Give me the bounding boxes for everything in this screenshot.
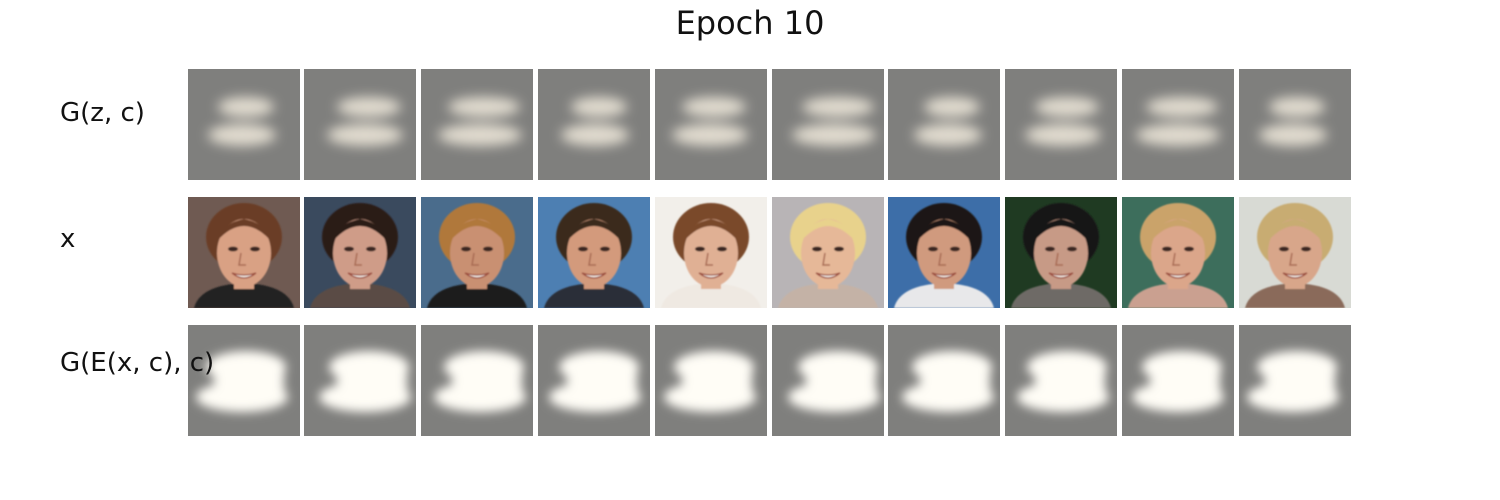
generated-sample-image [1122, 69, 1234, 180]
real-face-image [421, 197, 533, 308]
reconstruction-image [888, 325, 1000, 436]
generated-sample-image [188, 69, 300, 180]
real-face-image [538, 197, 650, 308]
reconstruction-image [1005, 325, 1117, 436]
real-face-image [772, 197, 884, 308]
real-face-image [1122, 197, 1234, 308]
row-label-generated: G(z, c) [60, 98, 145, 128]
reconstruction-image [304, 325, 416, 436]
real-face-image [1239, 197, 1351, 308]
generated-sample-image [655, 69, 767, 180]
generated-sample-image [1239, 69, 1351, 180]
row-label-real: x [60, 224, 76, 254]
generated-sample-image [538, 69, 650, 180]
reconstruction-image [772, 325, 884, 436]
reconstruction-image [1239, 325, 1351, 436]
real-face-image [888, 197, 1000, 308]
reconstruction-image [421, 325, 533, 436]
generated-sample-image [421, 69, 533, 180]
real-face-image [1005, 197, 1117, 308]
reconstruction-image [188, 325, 300, 436]
generated-sample-image [1005, 69, 1117, 180]
reconstruction-image [1122, 325, 1234, 436]
generated-sample-image [888, 69, 1000, 180]
real-face-image [655, 197, 767, 308]
generated-sample-image [772, 69, 884, 180]
row-label-reconstruction: G(E(x, c), c) [60, 348, 215, 378]
reconstruction-image [655, 325, 767, 436]
figure-title: Epoch 10 [675, 4, 825, 42]
generated-sample-image [304, 69, 416, 180]
real-face-image [304, 197, 416, 308]
reconstruction-image [538, 325, 650, 436]
real-face-image [188, 197, 300, 308]
